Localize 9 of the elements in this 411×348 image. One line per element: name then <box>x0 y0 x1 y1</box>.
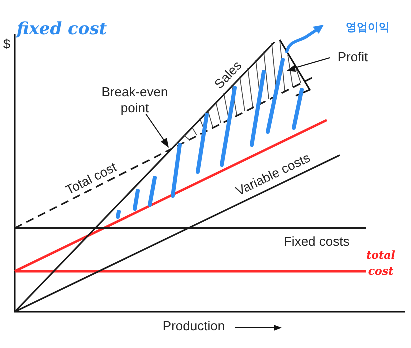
annotation: total cost <box>366 248 396 278</box>
text: 영업이익 <box>346 20 390 34</box>
series-label: Fixed costs <box>284 234 350 249</box>
x-axis-title: Production <box>162 318 226 334</box>
annotation: Profit <box>338 50 369 65</box>
text: Total cost <box>63 159 120 198</box>
annotation: Break-even point <box>102 84 168 116</box>
y-axis-title: $ <box>3 36 12 52</box>
text: fixed cost <box>16 19 108 40</box>
